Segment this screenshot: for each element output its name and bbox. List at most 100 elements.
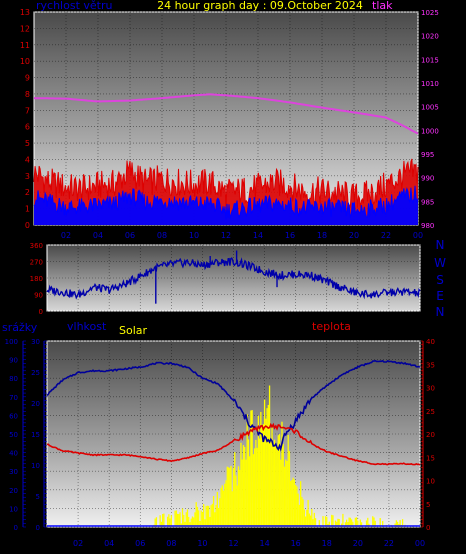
wind-direction-line <box>46 257 421 300</box>
rain-axis-tick: 0 <box>14 524 18 532</box>
x-axis-tick: 04 <box>93 231 103 240</box>
rain-axis-tick: 60 <box>9 412 18 420</box>
pressure-axis-tick: 990 <box>421 175 434 183</box>
humidity-axis-tick: 0 <box>36 524 40 532</box>
wind-axis-tick: 7 <box>25 106 30 115</box>
pressure-axis-tick: 995 <box>421 151 434 159</box>
pressure-axis-tick: 1020 <box>421 33 439 41</box>
x-axis-tick: 08 <box>157 231 167 240</box>
x-axis-tick: 16 <box>285 231 295 240</box>
wind-axis-tick: 5 <box>25 139 30 148</box>
direction-axis-tick: 180 <box>30 275 43 283</box>
x-axis-tick-bottom: 06 <box>135 539 145 548</box>
wind-axis-tick: 12 <box>20 24 30 33</box>
temperature-line <box>46 422 421 466</box>
bottom-panel-ticks: 0102030405060708090100051015202530051015… <box>5 338 435 548</box>
temperature-axis-tick: 5 <box>426 501 430 509</box>
bottom-panel-series <box>46 359 421 527</box>
x-axis-tick-bottom: 12 <box>228 539 238 548</box>
wind-axis-tick: 10 <box>20 57 30 66</box>
pressure-axis-tick: 1010 <box>421 80 439 88</box>
pressure-axis-tick: 1000 <box>421 127 439 135</box>
compass-n-bottom: N <box>436 305 445 319</box>
rain-axis-tick: 80 <box>9 375 18 383</box>
humidity-axis-tick: 30 <box>31 338 40 346</box>
wind-axis-tick: 6 <box>25 123 30 132</box>
x-axis-tick-bottom: 08 <box>166 539 176 548</box>
x-axis-tick: 00 <box>413 231 423 240</box>
x-axis-tick-bottom: 00 <box>415 539 425 548</box>
rain-axis-tick: 10 <box>9 505 18 513</box>
pressure-line <box>33 93 419 135</box>
x-axis-tick-bottom: 18 <box>322 539 332 548</box>
humidity-axis-tick: 20 <box>31 400 40 408</box>
top-panel-ticks: 0123456789101112139809859909951000100510… <box>20 8 439 240</box>
rain-axis-tick: 90 <box>9 357 18 365</box>
pressure-label: tlak <box>372 0 393 12</box>
pressure-axis-tick: 1015 <box>421 56 439 64</box>
wind-axis-tick: 1 <box>25 205 30 214</box>
rain-axis-tick: 70 <box>9 394 18 402</box>
middle-panel-series <box>46 250 421 304</box>
pressure-axis-tick: 980 <box>421 222 434 230</box>
wind-gust-line <box>33 158 419 210</box>
wind-speed-label: rychlost větru <box>36 0 112 12</box>
direction-axis-tick: 0 <box>39 308 43 316</box>
x-axis-tick: 22 <box>381 231 391 240</box>
temperature-axis-tick: 30 <box>426 385 435 393</box>
compass-n-top: N <box>436 238 445 252</box>
x-axis-tick: 12 <box>221 231 231 240</box>
humidity-axis-tick: 10 <box>31 462 40 470</box>
temperature-axis-tick: 0 <box>426 524 430 532</box>
humidity-line <box>46 359 421 452</box>
x-axis-tick: 02 <box>61 231 71 240</box>
x-axis-tick-bottom: 04 <box>104 539 114 548</box>
wind-axis-tick: 11 <box>20 41 30 50</box>
top-panel-series <box>33 93 419 225</box>
compass-s: S <box>436 273 444 287</box>
compass-e: E <box>436 289 444 303</box>
temperature-axis-tick: 15 <box>426 454 435 462</box>
pressure-axis-tick: 1005 <box>421 104 439 112</box>
rain-axis-tick: 50 <box>9 431 18 439</box>
chart-title: 24 hour graph day : 09.October 2024 <box>157 0 363 12</box>
wind-speed-line <box>33 185 419 220</box>
x-axis-tick-bottom: 02 <box>73 539 83 548</box>
wind-axis-tick: 3 <box>25 172 30 181</box>
wind-axis-tick: 13 <box>20 8 30 17</box>
x-axis-tick: 18 <box>317 231 327 240</box>
x-axis-tick-bottom: 10 <box>197 539 207 548</box>
x-axis-tick: 10 <box>189 231 199 240</box>
middle-panel-ticks: 0 90 180 270 360 <box>30 242 43 316</box>
humidity-label: vlhkost <box>67 320 107 333</box>
x-axis-tick-bottom: 16 <box>291 539 301 548</box>
x-axis-tick-bottom: 22 <box>384 539 394 548</box>
x-axis-tick: 06 <box>125 231 135 240</box>
x-axis-tick-bottom: 14 <box>259 539 269 548</box>
rain-axis-tick: 20 <box>9 487 18 495</box>
wind-axis-tick: 2 <box>25 188 30 197</box>
temperature-axis-tick: 40 <box>426 338 435 346</box>
wind-axis-tick: 8 <box>25 90 30 99</box>
humidity-axis-tick: 25 <box>31 369 40 377</box>
temperature-axis-tick: 20 <box>426 431 435 439</box>
temperature-axis-tick: 10 <box>426 478 435 486</box>
humidity-axis-tick: 5 <box>36 493 40 501</box>
rain-label: srážky <box>2 321 38 334</box>
temperature-axis-tick: 25 <box>426 408 435 416</box>
x-axis-tick: 14 <box>253 231 263 240</box>
rain-axis-tick: 100 <box>5 338 18 346</box>
direction-axis-tick: 90 <box>34 292 43 300</box>
temperature-label: teplota <box>312 320 351 333</box>
rain-axis-tick: 30 <box>9 468 18 476</box>
direction-axis-tick: 360 <box>30 242 43 250</box>
rain-axis-tick: 40 <box>9 450 18 458</box>
pressure-axis-tick: 985 <box>421 198 434 206</box>
pressure-axis-tick: 1025 <box>421 9 439 17</box>
direction-axis-tick: 270 <box>30 259 43 267</box>
compass-w: W <box>434 256 446 270</box>
wind-axis-tick: 0 <box>25 221 30 230</box>
x-axis-tick-bottom: 20 <box>353 539 363 548</box>
